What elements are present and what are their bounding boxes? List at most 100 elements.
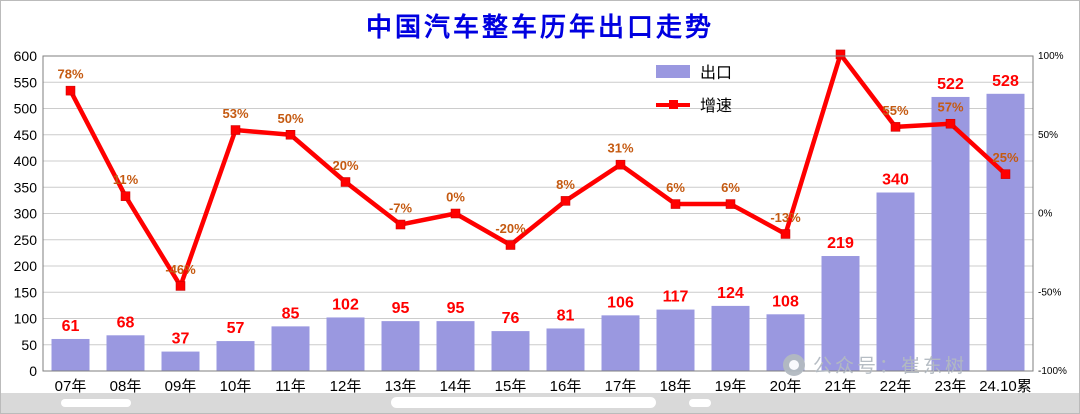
- bar-value-label: 95: [392, 300, 410, 317]
- growth-marker: [670, 199, 681, 209]
- y2-axis-tick-label: 50%: [1038, 130, 1058, 141]
- x-axis-tick-label: 07年: [55, 378, 87, 395]
- x-axis-tick-label: 11年: [275, 378, 306, 395]
- bar-value-label: 106: [607, 294, 634, 311]
- bar-16年: [546, 328, 585, 371]
- growth-marker-icon: [669, 99, 678, 109]
- blurred-pill: [689, 399, 711, 407]
- growth-value-label: 8%: [556, 177, 575, 192]
- y-axis-tick-label: 500: [14, 101, 38, 117]
- growth-value-label: -46%: [165, 262, 196, 277]
- x-axis-tick-label: 17年: [605, 378, 637, 395]
- y-axis-tick-label: 250: [14, 232, 38, 248]
- growth-value-label: 11%: [113, 172, 139, 187]
- wechat-account-icon: [783, 353, 805, 376]
- growth-value-label: 31%: [607, 141, 633, 156]
- y-axis-tick-label: 100: [14, 311, 38, 327]
- bar-18年: [656, 309, 695, 371]
- y2-axis-tick-label: 0%: [1038, 209, 1053, 220]
- bar-value-label: 108: [772, 293, 799, 310]
- bar-22年: [876, 192, 915, 371]
- bar-11年: [271, 326, 310, 371]
- growth-marker: [340, 177, 351, 187]
- x-axis-tick-label: 20年: [770, 378, 802, 395]
- blurred-pill: [61, 399, 131, 407]
- y-axis-tick-label: 400: [14, 153, 38, 169]
- x-axis-tick-label: 10年: [220, 378, 252, 395]
- x-axis-tick-label: 19年: [715, 378, 747, 395]
- bar-value-label: 219: [827, 235, 854, 252]
- growth-marker: [890, 122, 901, 132]
- y-axis-tick-label: 200: [14, 258, 38, 274]
- x-axis-tick-label: 08年: [110, 378, 142, 395]
- y-axis-tick-label: 50: [21, 337, 37, 353]
- bar-value-label: 76: [502, 310, 520, 327]
- growth-marker: [175, 281, 186, 291]
- bar-value-label: 340: [882, 172, 909, 189]
- legend-growth-label: 增速: [700, 98, 733, 115]
- bar-value-label: 81: [557, 307, 575, 324]
- bar-14年: [436, 321, 475, 371]
- growth-value-label: -7%: [389, 201, 413, 216]
- bar-17年: [601, 315, 640, 371]
- y2-axis-tick-label: -100%: [1038, 366, 1067, 377]
- bar-10年: [216, 341, 255, 371]
- bar-24.10累: [986, 93, 1025, 372]
- y-axis-tick-label: 150: [14, 284, 38, 300]
- x-axis-tick-label: 12年: [330, 378, 362, 395]
- y-axis-tick-label: 550: [14, 74, 38, 90]
- growth-marker: [1000, 169, 1011, 179]
- growth-marker: [450, 208, 461, 219]
- legend-item-growth: 增速: [656, 92, 732, 116]
- bar-value-label: 528: [992, 73, 1019, 90]
- bar-21年: [821, 256, 860, 371]
- bar-value-label: 95: [447, 300, 465, 317]
- blurred-pill: [391, 397, 656, 408]
- bar-13年: [381, 321, 420, 371]
- growth-value-label: 6%: [666, 180, 685, 195]
- x-axis-tick-label: 14年: [440, 378, 472, 395]
- bar-value-label: 61: [62, 318, 80, 335]
- bar-value-label: 57: [227, 320, 245, 337]
- bar-value-label: 117: [663, 289, 689, 306]
- growth-marker: [285, 130, 296, 140]
- watermark-text: 公众号：崔东树: [813, 356, 968, 377]
- bar-value-label: 68: [117, 314, 135, 331]
- x-axis-tick-label: 16年: [550, 378, 582, 395]
- export-bar-swatch: [656, 64, 690, 78]
- growth-marker: [65, 85, 76, 96]
- growth-marker: [120, 191, 131, 201]
- growth-marker: [725, 199, 736, 209]
- x-axis-tick-label: 15年: [495, 378, 527, 395]
- x-axis-tick-label: 18年: [660, 378, 692, 395]
- bar-07年: [51, 338, 90, 371]
- growth-marker: [615, 159, 626, 170]
- x-axis-tick-label: 09年: [165, 378, 197, 395]
- growth-marker: [395, 219, 406, 230]
- y-axis-tick-label: 600: [14, 48, 38, 64]
- growth-value-label: 78%: [57, 67, 83, 82]
- x-axis-tick-label: 23年: [935, 378, 967, 395]
- growth-value-label: 53%: [222, 106, 248, 121]
- growth-value-label: 25%: [992, 150, 1018, 165]
- growth-line: [68, 52, 1008, 289]
- x-axis-tick-label: 24.10累: [979, 378, 1032, 395]
- bar-value-label: 85: [282, 305, 300, 322]
- bar-08年: [106, 335, 145, 371]
- growth-marker: [780, 229, 791, 239]
- bar-15年: [491, 331, 530, 371]
- y2-axis-tick-label: -50%: [1038, 287, 1061, 298]
- growth-line-swatch: [656, 98, 690, 111]
- y-axis-tick-label: 300: [14, 206, 38, 222]
- y-axis-tick-label: 450: [14, 127, 38, 143]
- x-axis-tick-label: 21年: [825, 378, 857, 395]
- bar-19年: [711, 305, 750, 371]
- bottom-strip: [1, 393, 1079, 413]
- growth-value-label: -20%: [495, 221, 526, 236]
- growth-value-label: 6%: [721, 180, 740, 195]
- chart-legend: 出口 增速: [656, 59, 732, 116]
- growth-marker: [505, 240, 516, 250]
- growth-marker: [230, 125, 241, 135]
